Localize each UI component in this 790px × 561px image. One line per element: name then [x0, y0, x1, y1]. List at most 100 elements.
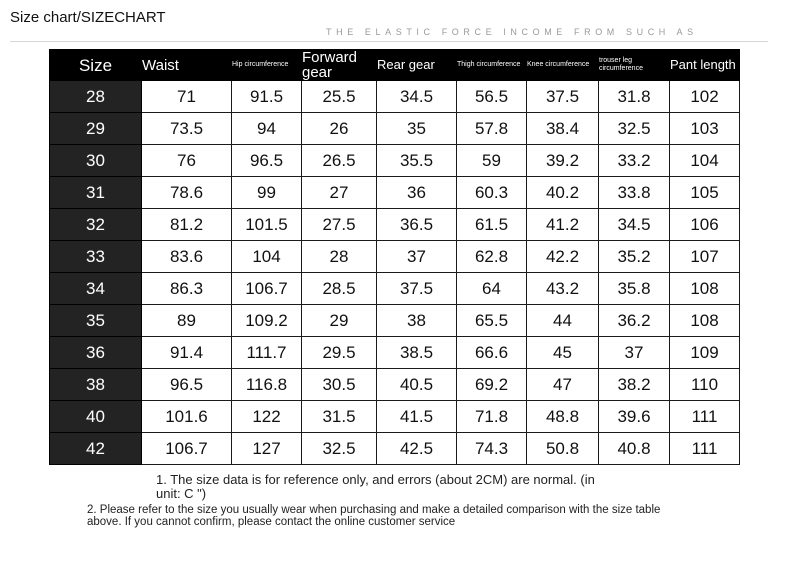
measurement-cell: 28: [301, 240, 377, 273]
table-row: 34 86.3 106.7 28.5 37.5 64 43.2 35.8 108: [49, 272, 740, 305]
measurement-cell: 108: [669, 272, 740, 305]
table-row: 33 83.6 104 28 37 62.8 42.2 35.2 107: [49, 240, 740, 273]
size-cell: 36: [49, 336, 142, 369]
measurement-cell: 37.5: [526, 80, 599, 113]
table-row: 29 73.5 94 26 35 57.8 38.4 32.5 103: [49, 112, 740, 145]
size-cell: 34: [49, 272, 142, 305]
measurement-cell: 31.8: [598, 80, 670, 113]
header-row: Size Waist Hip circumference Forward gea…: [49, 49, 740, 81]
column-header-rear-gear: Rear gear: [376, 49, 457, 81]
column-header-pant-length: Pant length: [669, 49, 740, 81]
column-header-hip: Hip circumference: [231, 49, 302, 81]
measurement-cell: 48.8: [526, 400, 599, 433]
measurement-cell: 29: [301, 304, 377, 337]
measurement-cell: 37.5: [376, 272, 457, 305]
measurement-cell: 27.5: [301, 208, 377, 241]
size-cell: 32: [49, 208, 142, 241]
measurement-cell: 27: [301, 176, 377, 209]
measurement-cell: 109: [669, 336, 740, 369]
measurement-cell: 106.7: [231, 272, 302, 305]
table-row: 31 78.6 99 27 36 60.3 40.2 33.8 105: [49, 176, 740, 209]
measurement-cell: 127: [231, 432, 302, 465]
measurement-cell: 56.5: [456, 80, 527, 113]
size-cell: 30: [49, 144, 142, 177]
measurement-cell: 89: [141, 304, 232, 337]
measurement-cell: 104: [669, 144, 740, 177]
measurement-cell: 107: [669, 240, 740, 273]
measurement-cell: 122: [231, 400, 302, 433]
measurement-cell: 42.2: [526, 240, 599, 273]
measurement-cell: 106.7: [141, 432, 232, 465]
table-row: 36 91.4 111.7 29.5 38.5 66.6 45 37 109: [49, 336, 740, 369]
table-row: 42 106.7 127 32.5 42.5 74.3 50.8 40.8 111: [49, 432, 740, 465]
measurement-cell: 33.2: [598, 144, 670, 177]
measurement-cell: 83.6: [141, 240, 232, 273]
measurement-cell: 60.3: [456, 176, 527, 209]
size-cell: 29: [49, 112, 142, 145]
measurement-cell: 25.5: [301, 80, 377, 113]
measurement-cell: 36.2: [598, 304, 670, 337]
page-title: Size chart/SIZECHART: [10, 9, 166, 26]
measurement-cell: 65.5: [456, 304, 527, 337]
measurement-cell: 42.5: [376, 432, 457, 465]
table-row: 35 89 109.2 29 38 65.5 44 36.2 108: [49, 304, 740, 337]
measurement-cell: 101.6: [141, 400, 232, 433]
column-header-knee: Knee circumference: [526, 49, 599, 81]
measurement-cell: 86.3: [141, 272, 232, 305]
measurement-cell: 40.2: [526, 176, 599, 209]
measurement-cell: 64: [456, 272, 527, 305]
measurement-cell: 99: [231, 176, 302, 209]
measurement-cell: 73.5: [141, 112, 232, 145]
measurement-cell: 103: [669, 112, 740, 145]
measurement-cell: 28.5: [301, 272, 377, 305]
table-body: 28 71 91.5 25.5 34.5 56.5 37.5 31.8 102 29 73.5 94 2…: [49, 80, 740, 465]
measurement-cell: 43.2: [526, 272, 599, 305]
measurement-cell: 38.2: [598, 368, 670, 401]
measurement-cell: 29.5: [301, 336, 377, 369]
measurement-cell: 59: [456, 144, 527, 177]
measurement-cell: 91.5: [231, 80, 302, 113]
size-cell: 42: [49, 432, 142, 465]
measurement-cell: 31.5: [301, 400, 377, 433]
column-header-trouser-leg: trouser leg circumference: [598, 49, 670, 81]
measurement-cell: 57.8: [456, 112, 527, 145]
measurement-cell: 106: [669, 208, 740, 241]
measurement-cell: 66.6: [456, 336, 527, 369]
measurement-cell: 35.5: [376, 144, 457, 177]
measurement-cell: 32.5: [598, 112, 670, 145]
size-cell: 31: [49, 176, 142, 209]
measurement-cell: 26.5: [301, 144, 377, 177]
measurement-cell: 45: [526, 336, 599, 369]
measurement-cell: 71: [141, 80, 232, 113]
size-cell: 28: [49, 80, 142, 113]
size-cell: 35: [49, 304, 142, 337]
measurement-cell: 26: [301, 112, 377, 145]
measurement-cell: 109.2: [231, 304, 302, 337]
measurement-cell: 38: [376, 304, 457, 337]
measurement-cell: 81.2: [141, 208, 232, 241]
column-header-thigh: Thigh circumference: [456, 49, 527, 81]
measurement-cell: 41.5: [376, 400, 457, 433]
column-header-size: Size: [49, 49, 142, 81]
measurement-cell: 69.2: [456, 368, 527, 401]
measurement-cell: 61.5: [456, 208, 527, 241]
measurement-cell: 76: [141, 144, 232, 177]
measurement-cell: 34.5: [598, 208, 670, 241]
measurement-cell: 110: [669, 368, 740, 401]
measurement-cell: 35: [376, 112, 457, 145]
table-row: 38 96.5 116.8 30.5 40.5 69.2 47 38.2 110: [49, 368, 740, 401]
measurement-cell: 41.2: [526, 208, 599, 241]
measurement-cell: 111: [669, 432, 740, 465]
measurement-cell: 39.6: [598, 400, 670, 433]
measurement-cell: 37: [376, 240, 457, 273]
table-row: 30 76 96.5 26.5 35.5 59 39.2 33.2 104: [49, 144, 740, 177]
size-cell: 33: [49, 240, 142, 273]
size-cell: 40: [49, 400, 142, 433]
measurement-cell: 33.8: [598, 176, 670, 209]
measurement-cell: 94: [231, 112, 302, 145]
note-reference: 1. The size data is for reference only, …: [156, 472, 595, 501]
measurement-cell: 102: [669, 80, 740, 113]
measurement-cell: 105: [669, 176, 740, 209]
measurement-cell: 44: [526, 304, 599, 337]
measurement-cell: 104: [231, 240, 302, 273]
